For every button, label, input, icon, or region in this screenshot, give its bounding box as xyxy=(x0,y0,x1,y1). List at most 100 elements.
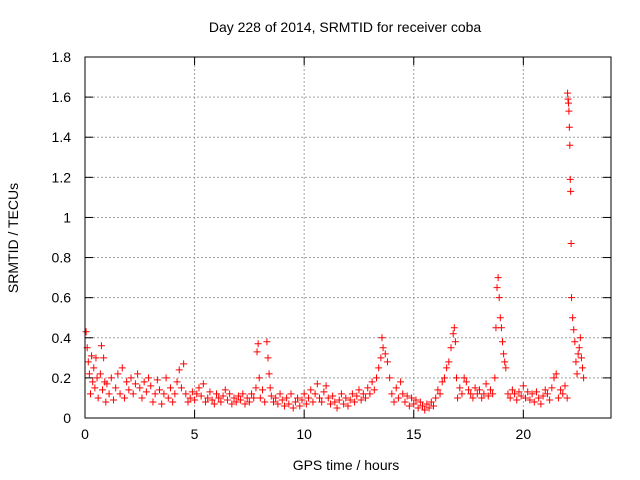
data-point xyxy=(372,374,380,382)
data-point xyxy=(254,340,262,348)
data-point xyxy=(414,404,422,412)
data-point xyxy=(471,384,479,392)
data-point xyxy=(264,354,272,362)
data-point xyxy=(375,364,383,372)
data-point xyxy=(156,386,164,394)
data-point xyxy=(543,390,551,398)
data-point xyxy=(423,400,431,408)
data-point xyxy=(450,324,458,332)
data-point xyxy=(329,392,337,400)
data-point xyxy=(120,394,128,402)
data-point xyxy=(93,374,101,382)
data-point xyxy=(366,390,374,398)
data-point xyxy=(316,394,324,402)
data-point xyxy=(324,394,332,402)
data-point xyxy=(353,392,361,400)
data-point xyxy=(427,398,435,406)
data-point xyxy=(107,374,115,382)
data-point xyxy=(469,394,477,402)
data-point xyxy=(496,314,504,322)
chart-title: Day 228 of 2014, SRMTID for receiver cob… xyxy=(209,19,482,35)
grid-layer xyxy=(85,57,611,418)
data-point xyxy=(377,354,385,362)
data-point xyxy=(102,398,110,406)
data-point xyxy=(94,394,102,402)
data-point xyxy=(567,240,575,248)
data-point xyxy=(460,374,468,382)
data-point xyxy=(381,350,389,358)
data-point xyxy=(532,388,540,396)
data-point xyxy=(230,394,238,402)
data-point xyxy=(245,398,253,406)
data-point xyxy=(443,364,451,372)
data-point xyxy=(552,370,560,378)
data-point xyxy=(394,394,402,402)
data-point xyxy=(88,352,96,360)
data-point xyxy=(112,384,120,392)
data-point xyxy=(392,384,400,392)
data-point xyxy=(557,386,565,394)
data-point xyxy=(362,394,370,402)
y-tick-label: 1.6 xyxy=(52,89,72,105)
data-point xyxy=(84,358,92,366)
data-point xyxy=(379,344,387,352)
data-point xyxy=(493,284,501,292)
data-point xyxy=(283,394,291,402)
data-point xyxy=(322,382,330,390)
data-point xyxy=(511,390,519,398)
data-point xyxy=(429,402,437,410)
x-tick-label: 10 xyxy=(296,426,312,442)
data-point xyxy=(298,396,306,404)
data-point xyxy=(333,404,341,412)
y-tick-label: 1.2 xyxy=(52,169,72,185)
data-point xyxy=(294,394,302,402)
data-point xyxy=(447,344,455,352)
data-point xyxy=(519,382,527,390)
data-point xyxy=(565,123,573,131)
data-point xyxy=(526,396,534,404)
data-point xyxy=(272,394,280,402)
y-tick-label: 0.8 xyxy=(52,250,72,266)
data-point xyxy=(568,294,576,302)
data-point xyxy=(412,396,420,404)
data-point xyxy=(513,396,521,404)
data-point xyxy=(311,390,319,398)
y-tick-label: 0.2 xyxy=(52,370,72,386)
data-point xyxy=(342,394,350,402)
data-point xyxy=(226,390,234,398)
data-point xyxy=(476,386,483,394)
data-point xyxy=(401,398,409,406)
data-point xyxy=(180,360,188,368)
data-point xyxy=(221,386,229,394)
data-point xyxy=(359,390,367,398)
data-point xyxy=(563,394,571,402)
data-point xyxy=(250,394,258,402)
data-point xyxy=(85,370,93,378)
data-point xyxy=(425,404,433,412)
data-point xyxy=(267,392,275,400)
data-point xyxy=(147,382,155,390)
data-point xyxy=(364,384,372,392)
data-point xyxy=(403,392,411,400)
data-point xyxy=(491,374,499,382)
data-point xyxy=(462,378,470,386)
data-point xyxy=(241,400,249,408)
data-point xyxy=(378,334,386,342)
data-point xyxy=(217,398,225,406)
data-point xyxy=(253,348,261,356)
data-point xyxy=(572,358,580,366)
data-point xyxy=(140,378,148,386)
data-point xyxy=(436,390,444,398)
data-point xyxy=(546,396,554,404)
data-point xyxy=(482,380,490,388)
data-point xyxy=(419,402,427,410)
data-point xyxy=(495,294,503,302)
data-point xyxy=(103,380,111,388)
data-point xyxy=(567,187,575,195)
data-point xyxy=(305,394,313,402)
data-point xyxy=(456,384,464,392)
y-tick-label: 0.6 xyxy=(52,290,72,306)
data-point xyxy=(570,326,578,334)
data-point xyxy=(171,390,179,398)
